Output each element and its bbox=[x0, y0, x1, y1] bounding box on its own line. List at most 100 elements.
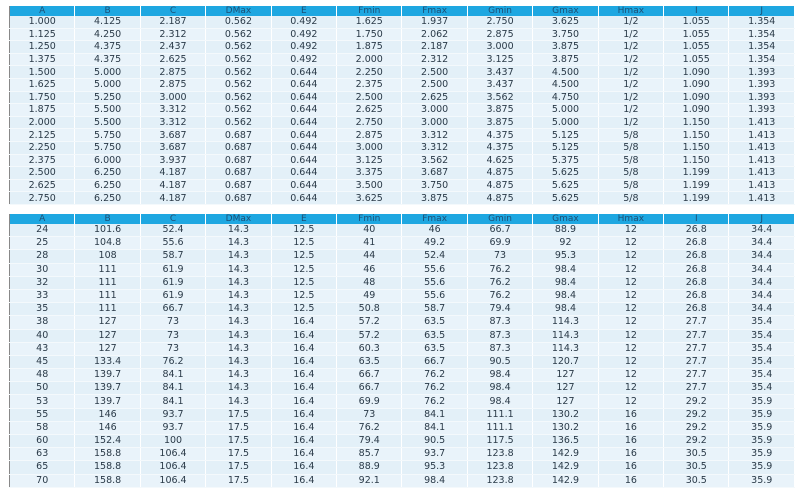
cell-gmax: 130.2 bbox=[532, 408, 599, 422]
cell-e: 0.644 bbox=[271, 179, 338, 193]
cell-j: 1.393 bbox=[728, 103, 795, 117]
cell-hmax: 12 bbox=[598, 236, 665, 251]
table-row: 2.125 5.750 3.687 0.687 0.644 2.875 3.312 4.375… bbox=[9, 128, 795, 142]
cell-gmin: 123.8 bbox=[467, 460, 534, 475]
cell-i: 1.150 bbox=[663, 116, 730, 130]
cell-gmin: 3.000 bbox=[467, 40, 534, 54]
cell-i: 1.199 bbox=[663, 191, 730, 205]
cell-gmax: 5.125 bbox=[532, 128, 599, 142]
cell-fmin: 49 bbox=[336, 289, 403, 304]
cell-fmin: 60.3 bbox=[336, 342, 403, 356]
cell-dmax: 0.687 bbox=[205, 179, 272, 193]
cell-j: 35.4 bbox=[728, 315, 795, 330]
cell-e: 0.644 bbox=[271, 91, 338, 105]
table-row: 2.625 6.250 4.187 0.687 0.644 3.500 3.750 4.875… bbox=[9, 179, 795, 193]
column-header-j: J bbox=[728, 6, 795, 16]
cell-j: 35.4 bbox=[728, 355, 795, 370]
cell-b: 111 bbox=[74, 289, 141, 304]
cell-b: 101.6 bbox=[74, 224, 141, 238]
cell-gmax: 130.2 bbox=[532, 421, 599, 436]
table-row: 32 111 61.9 14.3 12.5 48 55.6 76.2 98.4 12 26.8 34.… bbox=[9, 276, 795, 290]
cell-a: 38 bbox=[9, 315, 76, 330]
cell-a: 50 bbox=[9, 381, 76, 396]
cell-fmin: 92.1 bbox=[336, 474, 403, 488]
cell-fmax: 84.1 bbox=[401, 408, 468, 422]
column-header-dmax: DMax bbox=[205, 6, 272, 16]
cell-b: 6.250 bbox=[74, 191, 141, 205]
cell-a: 2.750 bbox=[9, 191, 76, 205]
cell-dmax: 14.3 bbox=[205, 236, 272, 251]
cell-i: 30.5 bbox=[663, 474, 730, 488]
cell-j: 1.354 bbox=[728, 16, 795, 29]
cell-gmax: 4.750 bbox=[532, 91, 599, 105]
cell-b: 111 bbox=[74, 302, 141, 317]
cell-a: 25 bbox=[9, 236, 76, 251]
cell-dmax: 14.3 bbox=[205, 394, 272, 409]
cell-fmin: 2.625 bbox=[336, 103, 403, 117]
cell-fmin: 1.875 bbox=[336, 40, 403, 54]
cell-a: 28 bbox=[9, 249, 76, 264]
cell-dmax: 17.5 bbox=[205, 421, 272, 436]
cell-hmax: 16 bbox=[598, 408, 665, 422]
cell-fmax: 63.5 bbox=[401, 329, 468, 343]
cell-a: 1.375 bbox=[9, 53, 76, 67]
cell-b: 127 bbox=[74, 342, 141, 356]
cell-fmax: 2.625 bbox=[401, 91, 468, 105]
table-row: 1.375 4.375 2.625 0.562 0.492 2.000 2.312 3.125… bbox=[9, 53, 795, 67]
cell-e: 16.4 bbox=[271, 381, 338, 396]
cell-b: 108 bbox=[74, 249, 141, 264]
cell-j: 1.393 bbox=[728, 65, 795, 79]
cell-c: 84.1 bbox=[140, 394, 207, 409]
cell-dmax: 0.687 bbox=[205, 141, 272, 155]
cell-c: 3.687 bbox=[140, 141, 207, 155]
cell-e: 16.4 bbox=[271, 447, 338, 462]
table-row: 25 104.8 55.6 14.3 12.5 41 49.2 69.9 92 12 26.8 34.… bbox=[9, 236, 795, 251]
cell-c: 73 bbox=[140, 342, 207, 356]
cell-fmin: 3.625 bbox=[336, 191, 403, 205]
table-row: 2.250 5.750 3.687 0.687 0.644 3.000 3.312 4.375… bbox=[9, 141, 795, 155]
cell-j: 1.413 bbox=[728, 166, 795, 180]
cell-b: 158.8 bbox=[74, 460, 141, 475]
cell-fmax: 3.312 bbox=[401, 128, 468, 142]
cell-i: 1.055 bbox=[663, 16, 730, 29]
cell-gmin: 76.2 bbox=[467, 276, 534, 290]
cell-j: 35.9 bbox=[728, 474, 795, 488]
cell-fmin: 57.2 bbox=[336, 315, 403, 330]
cell-gmax: 127 bbox=[532, 368, 599, 383]
table-row: 53 139.7 84.1 14.3 16.4 69.9 76.2 98.4 127 12 29.2… bbox=[9, 394, 795, 409]
cell-fmin: 1.750 bbox=[336, 28, 403, 42]
metric-dimensions-table: A B C DMax E Fmin Fmax Gmin Gmax Hmax I J 24 101.6 52.… bbox=[9, 214, 795, 488]
cell-e: 0.644 bbox=[271, 78, 338, 92]
cell-dmax: 14.3 bbox=[205, 249, 272, 264]
cell-i: 30.5 bbox=[663, 460, 730, 475]
cell-gmin: 3.125 bbox=[467, 53, 534, 67]
cell-i: 26.8 bbox=[663, 236, 730, 251]
cell-fmin: 3.000 bbox=[336, 141, 403, 155]
cell-e: 0.492 bbox=[271, 28, 338, 42]
cell-b: 5.000 bbox=[74, 78, 141, 92]
cell-i: 26.8 bbox=[663, 224, 730, 238]
cell-hmax: 1/2 bbox=[598, 16, 665, 29]
cell-b: 5.750 bbox=[74, 128, 141, 142]
cell-fmin: 2.875 bbox=[336, 128, 403, 142]
cell-fmax: 95.3 bbox=[401, 460, 468, 475]
cell-hmax: 1/2 bbox=[598, 91, 665, 105]
table-row: 1.125 4.250 2.312 0.562 0.492 1.750 2.062 2.875… bbox=[9, 28, 795, 42]
cell-e: 12.5 bbox=[271, 249, 338, 264]
cell-gmax: 5.125 bbox=[532, 141, 599, 155]
cell-gmin: 4.875 bbox=[467, 191, 534, 205]
cell-dmax: 0.562 bbox=[205, 103, 272, 117]
cell-hmax: 5/8 bbox=[598, 141, 665, 155]
cell-hmax: 12 bbox=[598, 289, 665, 304]
cell-j: 35.9 bbox=[728, 408, 795, 422]
cell-dmax: 17.5 bbox=[205, 447, 272, 462]
cell-a: 53 bbox=[9, 394, 76, 409]
cell-dmax: 14.3 bbox=[205, 302, 272, 317]
cell-gmax: 98.4 bbox=[532, 276, 599, 290]
cell-j: 34.4 bbox=[728, 224, 795, 238]
cell-b: 158.8 bbox=[74, 474, 141, 488]
cell-e: 0.644 bbox=[271, 191, 338, 205]
cell-hmax: 12 bbox=[598, 381, 665, 396]
cell-e: 16.4 bbox=[271, 394, 338, 409]
cell-gmin: 4.375 bbox=[467, 128, 534, 142]
